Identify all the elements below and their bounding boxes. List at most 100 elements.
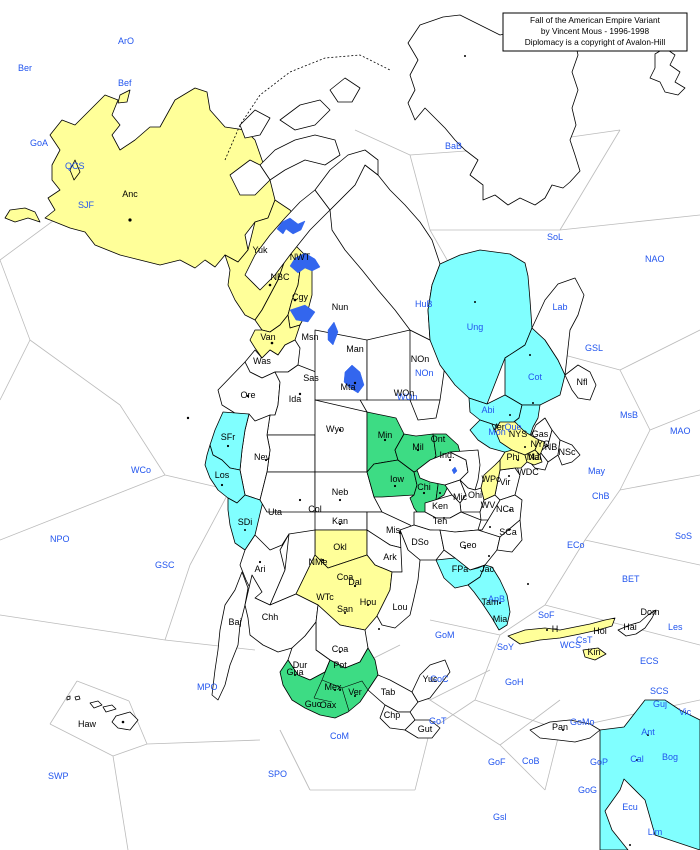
svg-text:ECo: ECo (567, 540, 585, 550)
svg-text:SoL: SoL (547, 232, 563, 242)
svg-text:ChB: ChB (592, 491, 610, 501)
svg-text:NMe: NMe (308, 557, 327, 567)
svg-text:Mta: Mta (340, 382, 355, 392)
svg-text:May: May (588, 466, 606, 476)
svg-text:GoP: GoP (590, 757, 608, 767)
svg-text:SDi: SDi (238, 517, 253, 527)
svg-text:Chh: Chh (262, 612, 279, 622)
svg-text:Diplomacy is a copyright of Av: Diplomacy is a copyright of Avalon-Hill (525, 37, 666, 47)
svg-text:Fall of the American Empire Va: Fall of the American Empire Variant (530, 15, 661, 25)
svg-text:WV: WV (481, 500, 496, 510)
svg-text:SCS: SCS (650, 686, 669, 696)
svg-text:Lou: Lou (392, 602, 407, 612)
svg-text:NYS: NYS (509, 429, 528, 439)
svg-text:Man: Man (346, 344, 364, 354)
svg-text:Lab: Lab (552, 302, 567, 312)
svg-text:Dal: Dal (348, 577, 362, 587)
svg-text:NOn: NOn (415, 368, 434, 378)
svg-text:Haw: Haw (78, 719, 97, 729)
svg-text:Ken: Ken (432, 501, 448, 511)
svg-text:GoG: GoG (578, 785, 597, 795)
svg-text:WCo: WCo (131, 465, 151, 475)
svg-text:Yuc: Yuc (422, 674, 438, 684)
svg-text:Mex: Mex (324, 682, 342, 692)
svg-text:Tam: Tam (481, 597, 498, 607)
svg-text:Gas: Gas (532, 429, 549, 439)
svg-text:NYC: NYC (530, 439, 550, 449)
svg-text:ArO: ArO (118, 36, 134, 46)
svg-text:Ber: Ber (18, 63, 32, 73)
svg-text:Iow: Iow (390, 474, 405, 484)
svg-text:HuB: HuB (415, 299, 433, 309)
svg-text:Ida: Ida (289, 394, 302, 404)
svg-text:Chi: Chi (417, 482, 431, 492)
svg-text:Les: Les (668, 622, 683, 632)
svg-text:Kan: Kan (332, 516, 348, 526)
svg-text:Pot: Pot (333, 660, 347, 670)
svg-text:Nun: Nun (332, 302, 349, 312)
svg-text:QCS: QCS (65, 161, 85, 171)
svg-text:Hai: Hai (623, 622, 637, 632)
svg-text:Uta: Uta (268, 507, 282, 517)
svg-text:Guj: Guj (653, 699, 667, 709)
svg-text:Coa: Coa (332, 644, 349, 654)
svg-text:Pan: Pan (552, 722, 568, 732)
svg-text:San: San (337, 604, 353, 614)
svg-text:Gsl: Gsl (493, 812, 507, 822)
svg-text:Wyo: Wyo (326, 424, 344, 434)
svg-text:WPc: WPc (482, 474, 501, 484)
svg-text:NAO: NAO (645, 254, 665, 264)
svg-text:WOn: WOn (394, 388, 415, 398)
svg-text:Ind.: Ind. (439, 450, 454, 460)
svg-text:Mic: Mic (453, 492, 467, 502)
svg-text:Van: Van (260, 332, 275, 342)
svg-text:ECS: ECS (640, 656, 659, 666)
svg-text:by Vincent Mous - 1996-1998: by Vincent Mous - 1996-1998 (541, 26, 650, 36)
svg-text:GSC: GSC (155, 560, 175, 570)
svg-text:Ark: Ark (383, 552, 397, 562)
svg-text:Okl: Okl (333, 542, 347, 552)
svg-text:CoM: CoM (330, 731, 349, 741)
svg-text:CsT: CsT (576, 635, 593, 645)
svg-text:SPO: SPO (268, 769, 287, 779)
svg-text:Sas: Sas (303, 373, 319, 383)
svg-text:NSc: NSc (558, 447, 576, 457)
svg-text:Lim: Lim (648, 827, 663, 837)
svg-text:Was: Was (253, 356, 271, 366)
svg-text:Ore: Ore (240, 390, 255, 400)
svg-text:NJ: NJ (529, 452, 540, 462)
svg-text:GoM: GoM (435, 630, 455, 640)
svg-text:Kin: Kin (587, 647, 600, 657)
svg-text:Chp: Chp (384, 710, 401, 720)
svg-text:Hou: Hou (360, 597, 377, 607)
svg-text:H: H (552, 624, 559, 634)
svg-text:NBC: NBC (270, 272, 290, 282)
svg-text:Cot: Cot (528, 372, 543, 382)
svg-text:Geo: Geo (459, 540, 476, 550)
svg-text:Gut: Gut (418, 724, 433, 734)
svg-text:NWT: NWT (290, 252, 311, 262)
svg-text:Anc: Anc (122, 189, 138, 199)
svg-text:Ver: Ver (348, 687, 362, 697)
svg-text:Phi: Phi (506, 452, 519, 462)
svg-text:Ung: Ung (467, 322, 484, 332)
svg-text:SoS: SoS (675, 531, 692, 541)
svg-text:Baj: Baj (228, 617, 241, 627)
svg-text:Nfl: Nfl (577, 377, 588, 387)
svg-text:MsB: MsB (620, 410, 638, 420)
svg-text:GoH: GoH (505, 677, 524, 687)
svg-text:GSL: GSL (585, 343, 603, 353)
svg-text:Hol: Hol (593, 626, 607, 636)
svg-text:SoF: SoF (538, 610, 555, 620)
svg-text:Dom: Dom (640, 607, 659, 617)
svg-text:SWP: SWP (48, 771, 69, 781)
svg-text:GoF: GoF (488, 757, 506, 767)
svg-text:GoA: GoA (30, 138, 48, 148)
svg-text:SoY: SoY (497, 642, 514, 652)
svg-text:Vic: Vic (679, 707, 692, 717)
svg-text:Ant: Ant (641, 727, 655, 737)
svg-text:Mis: Mis (386, 525, 400, 535)
svg-text:GoMo: GoMo (570, 717, 595, 727)
svg-text:Jac: Jac (480, 564, 495, 574)
svg-text:Min: Min (378, 430, 393, 440)
